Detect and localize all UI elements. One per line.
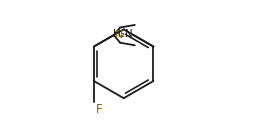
Text: F: F bbox=[96, 103, 102, 116]
Text: N: N bbox=[115, 29, 123, 40]
Text: H₂N: H₂N bbox=[113, 29, 132, 39]
